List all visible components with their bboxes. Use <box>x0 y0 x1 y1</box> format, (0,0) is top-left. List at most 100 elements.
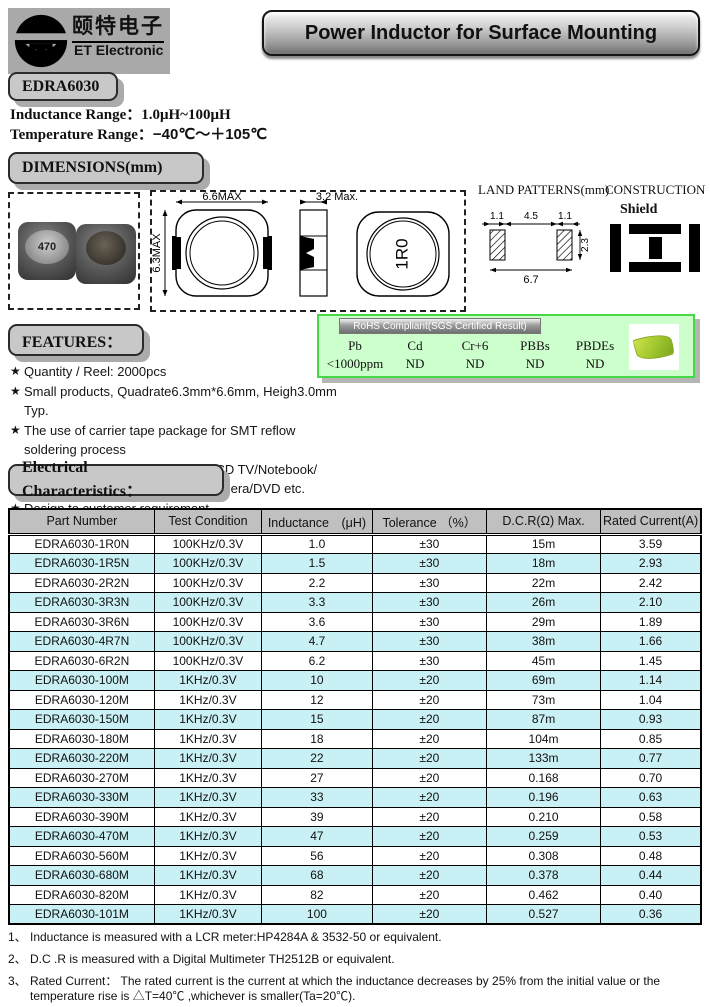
table-cell: ±20 <box>371 689 487 710</box>
table-cell: 100KHz/0.3V <box>153 572 263 593</box>
photo-marking: 470 <box>37 241 57 253</box>
table-row: EDRA6030-1R5N 100KHz/0.3V 1.5 ±30 18m 2.93 <box>8 553 702 574</box>
land-pad-height-dim: 2.3 <box>580 238 591 252</box>
table-cell: 1.45 <box>600 650 702 671</box>
table-cell: ±30 <box>371 631 487 652</box>
table-cell: EDRA6030-1R0N <box>8 533 155 554</box>
table-cell: 0.63 <box>600 787 702 808</box>
table-cell: 100KHz/0.3V <box>153 553 263 574</box>
table-cell: 100KHz/0.3V <box>153 650 263 671</box>
table-cell: ±30 <box>371 553 487 574</box>
rohs-substance-value: ND <box>585 356 605 371</box>
table-row: EDRA6030-1R0N 100KHz/0.3V 1.0 ±30 15m 3.59 <box>8 533 702 554</box>
table-cell: ±20 <box>371 865 487 886</box>
table-cell: 1KHz/0.3V <box>153 806 263 827</box>
feature-item: ★ The use of carrier tape package for SMT… <box>10 421 340 460</box>
electrical-section-title: Electrical Characteristics： <box>8 459 224 500</box>
table-cell: ±20 <box>371 728 487 749</box>
table-cell: EDRA6030-3R3N <box>8 592 155 613</box>
table-cell: 1KHz/0.3V <box>153 904 263 925</box>
star-icon: ★ <box>10 422 21 437</box>
rohs-panel: RoHS Compliant(SGS Certified Result) Pb C… <box>317 314 695 378</box>
table-row: EDRA6030-6R2N 100KHz/0.3V 6.2 ±30 45m 1.45 <box>8 650 702 671</box>
table-cell: 87m <box>485 709 602 730</box>
land-gap-dim: 4.5 <box>524 211 538 222</box>
features-list: ★ Quantity / Reel: 2000pcs ★ Small products… <box>10 362 340 518</box>
table-cell: 100KHz/0.3V <box>153 631 263 652</box>
table-cell: EDRA6030-100M <box>8 670 155 691</box>
star-icon: ★ <box>10 500 21 515</box>
shield-construction-icon <box>610 224 700 272</box>
land-total-width-dim: 6.7 <box>523 274 538 286</box>
et-logo-icon <box>14 14 68 68</box>
table-cell: 1KHz/0.3V <box>153 826 263 847</box>
table-cell: EDRA6030-150M <box>8 709 155 730</box>
table-cell: ±20 <box>371 767 487 788</box>
construction-title: CONSTRUCTION <box>605 182 706 197</box>
table-cell: 1.14 <box>600 670 702 691</box>
temperature-range-line: Temperature Range：−40℃～＋105℃ <box>10 123 267 144</box>
table-cell: 0.58 <box>600 806 702 827</box>
dimension-drawing-svg: 6.6MAX 6.3MAX 3.2 Max. 1R0 <box>151 191 450 297</box>
table-cell: 1KHz/0.3V <box>153 767 263 788</box>
temperature-range-label: Temperature Range： <box>10 127 153 143</box>
feature-text: The use of carrier tape package for SMT … <box>24 422 296 458</box>
table-row: EDRA6030-120M 1KHz/0.3V 12 ±20 73m 1.04 <box>8 689 702 710</box>
table-cell: 27 <box>261 767 373 788</box>
electrical-characteristics-table: Part Number Test Condition Inductance (μH)… <box>8 508 702 925</box>
table-cell: 100KHz/0.3V <box>153 533 263 554</box>
rohs-substance-value: ND <box>405 356 425 371</box>
logo-chinese-text: 颐特电子 <box>72 10 164 43</box>
table-row: EDRA6030-330M 1KHz/0.3V 33 ±20 0.196 0.63 <box>8 787 702 808</box>
table-cell: 68 <box>261 865 373 886</box>
table-cell: ±30 <box>371 533 487 554</box>
construction-type-label: Shield <box>620 202 658 217</box>
table-cell: 69m <box>485 670 602 691</box>
table-cell: 1KHz/0.3V <box>153 670 263 691</box>
table-cell: 18m <box>485 553 602 574</box>
part-number-badge: EDRA6030 <box>8 72 118 101</box>
table-row: EDRA6030-3R3N 100KHz/0.3V 3.3 ±30 26m 2.10 <box>8 592 702 613</box>
rohs-substance-value: ND <box>525 356 545 371</box>
table-cell: ±20 <box>371 884 487 905</box>
note-item: 3、 Rated Current： The rated current is th… <box>8 974 706 1004</box>
table-cell: 38m <box>485 631 602 652</box>
inductance-range-label: Inductance Range： <box>10 107 142 123</box>
table-row: EDRA6030-470M 1KHz/0.3V 47 ±20 0.259 0.53 <box>8 826 702 847</box>
column-header: Rated Current(A) <box>600 508 702 536</box>
table-cell: ±30 <box>371 650 487 671</box>
column-header: D.C.R(Ω) Max. <box>485 508 602 536</box>
table-row: EDRA6030-680M 1KHz/0.3V 68 ±20 0.378 0.44 <box>8 865 702 886</box>
table-cell: 0.196 <box>485 787 602 808</box>
table-row: EDRA6030-820M 1KHz/0.3V 82 ±20 0.462 0.40 <box>8 884 702 905</box>
table-cell: ±20 <box>371 670 487 691</box>
table-cell: ±20 <box>371 787 487 808</box>
table-cell: 0.210 <box>485 806 602 827</box>
logo-english-text: ET Electronic <box>74 42 164 58</box>
table-cell: 39 <box>261 806 373 827</box>
table-cell: ±20 <box>371 904 487 925</box>
table-cell: 100 <box>261 904 373 925</box>
column-header: Inductance (μH) <box>261 508 373 536</box>
table-cell: EDRA6030-180M <box>8 728 155 749</box>
temperature-range-value: −40℃～＋105℃ <box>152 126 268 143</box>
table-cell: 15m <box>485 533 602 554</box>
inductor-photo-right <box>76 224 136 284</box>
table-cell: ±20 <box>371 709 487 730</box>
table-cell: 12 <box>261 689 373 710</box>
table-cell: 100KHz/0.3V <box>153 592 263 613</box>
feature-text: Quantity / Reel: 2000pcs <box>24 364 167 379</box>
table-cell: 1KHz/0.3V <box>153 865 263 886</box>
table-row: EDRA6030-101M 1KHz/0.3V 100 ±20 0.527 0.36 <box>8 904 702 925</box>
table-cell: 0.527 <box>485 904 602 925</box>
table-cell: EDRA6030-4R7N <box>8 631 155 652</box>
note-text: Inductance is measured with a LCR meter:… <box>30 930 442 944</box>
rohs-substance-value: ND <box>465 356 485 371</box>
table-cell: 0.378 <box>485 865 602 886</box>
note-text: D.C .R is measured with a Digital Multim… <box>30 952 395 966</box>
column-header: Tolerance （%） <box>371 508 487 536</box>
table-cell: 0.462 <box>485 884 602 905</box>
top-view-marking: 1R0 <box>392 238 411 269</box>
table-cell: 0.85 <box>600 728 702 749</box>
inductor-photo-left: 470 <box>18 222 76 280</box>
